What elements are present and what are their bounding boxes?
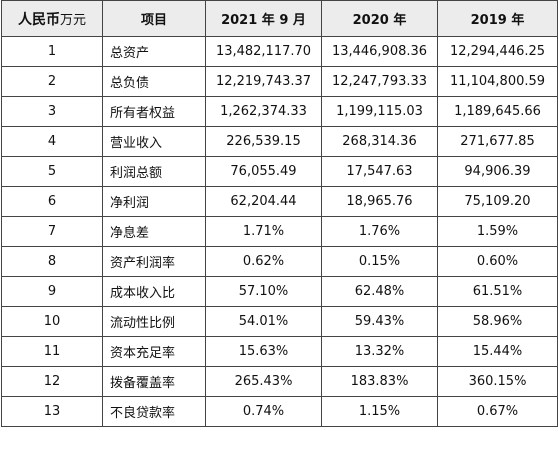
table-row: 12 拨备覆盖率 265.43% 183.83% 360.15% (1, 366, 558, 397)
value-2021: 13,482,117.70 (205, 36, 322, 67)
table-row: 3 所有者权益 1,262,374.33 1,199,115.03 1,189,645.… (1, 96, 558, 127)
row-number: 1 (1, 36, 103, 67)
value-2021: 0.74% (205, 396, 322, 427)
value-2021: 12,219,743.37 (205, 66, 322, 97)
value-2021: 0.62% (205, 246, 322, 277)
value-2020: 13.32% (321, 336, 438, 367)
value-2020: 1,199,115.03 (321, 96, 438, 127)
value-2020: 62.48% (321, 276, 438, 307)
table-row: 6 净利润 62,204.44 18,965.76 75,109.20 (1, 186, 558, 217)
row-number: 13 (1, 396, 103, 427)
value-2020: 0.15% (321, 246, 438, 277)
value-2020: 183.83% (321, 366, 438, 397)
row-item: 资产利润率 (102, 246, 206, 277)
header-2021: 2021 年 9 月 (205, 0, 322, 37)
header-item: 项目 (102, 0, 206, 37)
value-2019: 1.59% (437, 216, 558, 247)
row-number: 7 (1, 216, 103, 247)
value-2019: 15.44% (437, 336, 558, 367)
value-2021: 54.01% (205, 306, 322, 337)
value-2021: 1,262,374.33 (205, 96, 322, 127)
row-item: 利润总额 (102, 156, 206, 187)
row-item: 净利润 (102, 186, 206, 217)
value-2019: 61.51% (437, 276, 558, 307)
value-2019: 75,109.20 (437, 186, 558, 217)
row-number: 4 (1, 126, 103, 157)
value-2019: 0.60% (437, 246, 558, 277)
value-2021: 265.43% (205, 366, 322, 397)
table-row: 10 流动性比例 54.01% 59.43% 58.96% (1, 306, 558, 337)
value-2021: 226,539.15 (205, 126, 322, 157)
header-unit-main: 人民币 (17, 11, 60, 28)
value-2020: 1.15% (321, 396, 438, 427)
value-2019: 1,189,645.66 (437, 96, 558, 127)
value-2020: 17,547.63 (321, 156, 438, 187)
value-2020: 12,247,793.33 (321, 66, 438, 97)
value-2019: 0.67% (437, 396, 558, 427)
table-row: 4 营业收入 226,539.15 268,314.36 271,677.85 (1, 126, 558, 157)
row-number: 10 (1, 306, 103, 337)
row-item: 拨备覆盖率 (102, 366, 206, 397)
row-number: 11 (1, 336, 103, 367)
header-unit-suffix: 万元 (59, 12, 86, 28)
value-2021: 57.10% (205, 276, 322, 307)
row-item: 营业收入 (102, 126, 206, 157)
row-number: 12 (1, 366, 103, 397)
value-2019: 360.15% (437, 366, 558, 397)
row-number: 5 (1, 156, 103, 187)
row-item: 资本充足率 (102, 336, 206, 367)
row-number: 9 (1, 276, 103, 307)
value-2019: 12,294,446.25 (437, 36, 558, 67)
value-2021: 1.71% (205, 216, 322, 247)
value-2019: 58.96% (437, 306, 558, 337)
value-2020: 268,314.36 (321, 126, 438, 157)
header-row: 人民币万元 项目 2021 年 9 月 2020 年 2019 年 (1, 0, 558, 37)
row-number: 6 (1, 186, 103, 217)
table-row: 13 不良贷款率 0.74% 1.15% 0.67% (1, 396, 558, 427)
row-item: 总负债 (102, 66, 206, 97)
row-item: 净息差 (102, 216, 206, 247)
table-row: 7 净息差 1.71% 1.76% 1.59% (1, 216, 558, 247)
table-row: 9 成本收入比 57.10% 62.48% 61.51% (1, 276, 558, 307)
value-2020: 1.76% (321, 216, 438, 247)
table-row: 5 利润总额 76,055.49 17,547.63 94,906.39 (1, 156, 558, 187)
header-2019: 2019 年 (437, 0, 558, 37)
row-item: 不良贷款率 (102, 396, 206, 427)
header-unit: 人民币万元 (1, 0, 103, 37)
value-2020: 13,446,908.36 (321, 36, 438, 67)
table-row: 1 总资产 13,482,117.70 13,446,908.36 12,294,446… (1, 36, 558, 67)
header-2020: 2020 年 (321, 0, 438, 37)
row-item: 流动性比例 (102, 306, 206, 337)
row-item: 所有者权益 (102, 96, 206, 127)
value-2019: 11,104,800.59 (437, 66, 558, 97)
value-2021: 62,204.44 (205, 186, 322, 217)
table-row: 2 总负债 12,219,743.37 12,247,793.33 11,104,800… (1, 66, 558, 97)
value-2021: 76,055.49 (205, 156, 322, 187)
value-2019: 271,677.85 (437, 126, 558, 157)
row-number: 2 (1, 66, 103, 97)
value-2019: 94,906.39 (437, 156, 558, 187)
value-2021: 15.63% (205, 336, 322, 367)
value-2020: 59.43% (321, 306, 438, 337)
table-row: 11 资本充足率 15.63% 13.32% 15.44% (1, 336, 558, 367)
row-item: 总资产 (102, 36, 206, 67)
row-number: 3 (1, 96, 103, 127)
financial-table: 人民币万元 项目 2021 年 9 月 2020 年 2019 年 1 总资产 13… (1, 0, 558, 427)
row-item: 成本收入比 (102, 276, 206, 307)
row-number: 8 (1, 246, 103, 277)
value-2020: 18,965.76 (321, 186, 438, 217)
table-row: 8 资产利润率 0.62% 0.15% 0.60% (1, 246, 558, 277)
